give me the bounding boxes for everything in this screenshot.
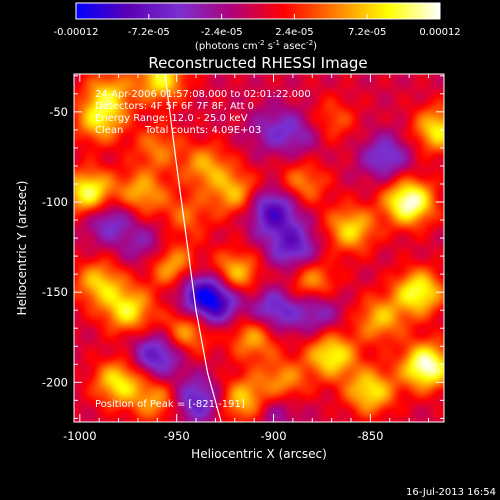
- y-tick-label: -100: [42, 195, 68, 209]
- colorbar-tick-label: -2.4e-05: [201, 27, 243, 38]
- colorbar-unit: (photons cm-2 s-1 asec-2): [195, 39, 317, 52]
- annotation-time-range: 24-Apr-2006 01:57:08.000 to 02:01:22.000: [95, 89, 311, 100]
- colorbar-tick-label: -0.00012: [54, 27, 99, 38]
- annotation-method: Clean: [95, 125, 123, 136]
- colorbar-tick-labels: -0.00012 -7.2e-05 -2.4e-05 2.4e-05 7.2e-05 0.…: [54, 27, 461, 38]
- x-tick-label: -1000: [63, 429, 96, 443]
- colorbar-tick-label: -7.2e-05: [128, 27, 170, 38]
- colorbar-gradient: [75, 2, 441, 20]
- x-axis-tick-labels: -1000 -950 -900 -850: [63, 429, 383, 443]
- colorbar-ticks: [75, 14, 441, 19]
- heatmap-area: [74, 74, 444, 422]
- annotations: 24-Apr-2006 01:57:08.000 to 02:01:22.000…: [95, 89, 311, 410]
- x-tick-label: -950: [164, 429, 190, 443]
- annotation-energy: Energy Range: 12.0 - 25.0 keV: [95, 113, 248, 124]
- footer-timestamp: 16-Jul-2013 16:54: [406, 487, 496, 498]
- x-tick-label: -850: [357, 429, 383, 443]
- colorbar-tick-label: 2.4e-05: [275, 27, 313, 38]
- chart-title: Reconstructed RHESSI Image: [148, 54, 367, 72]
- x-tick-label: -900: [260, 429, 286, 443]
- colorbar: -0.00012 -7.2e-05 -2.4e-05 2.4e-05 7.2e-05 0.…: [54, 2, 461, 52]
- y-axis-label: Heliocentric Y (arcsec): [15, 181, 29, 316]
- heatmap-image: [74, 74, 444, 422]
- x-axis-label: Heliocentric X (arcsec): [191, 447, 327, 461]
- colorbar-tick-label: 0.00012: [419, 27, 460, 38]
- plot-frame: [73, 73, 445, 423]
- y-tick-label: -200: [42, 375, 68, 389]
- solar-limb-line: [164, 74, 222, 422]
- y-axis-ticks: [74, 75, 444, 419]
- annotation-peak: Position of Peak = [-821,-191]: [95, 399, 245, 410]
- annotation-detectors: Detectors: 4F 5F 6F 7F 8F, Att 0: [95, 101, 254, 112]
- x-axis-ticks: [79, 74, 430, 422]
- y-axis-tick-labels: -50 -100 -150 -200: [42, 105, 68, 389]
- y-tick-label: -50: [49, 105, 68, 119]
- y-tick-label: -150: [42, 285, 68, 299]
- colorbar-tick-label: 7.2e-05: [348, 27, 386, 38]
- annotation-counts: Total counts: 4.09E+03: [144, 125, 261, 136]
